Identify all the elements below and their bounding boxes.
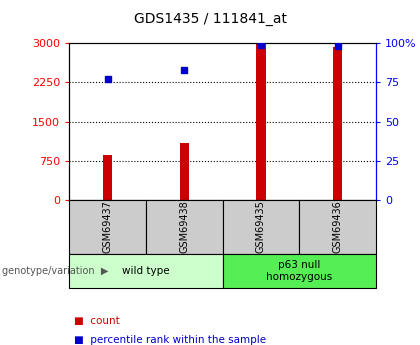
- Text: p63 null
homozygous: p63 null homozygous: [266, 260, 332, 282]
- Text: GSM69438: GSM69438: [179, 200, 189, 253]
- Bar: [333, 47, 342, 200]
- Bar: [180, 142, 189, 200]
- Text: ■  count: ■ count: [74, 316, 119, 326]
- Text: GSM69437: GSM69437: [102, 200, 113, 253]
- Text: ■  percentile rank within the sample: ■ percentile rank within the sample: [74, 335, 265, 345]
- Text: GSM69435: GSM69435: [256, 200, 266, 253]
- Text: GSM69436: GSM69436: [333, 200, 343, 253]
- Text: GDS1435 / 111841_at: GDS1435 / 111841_at: [134, 12, 286, 26]
- Bar: [103, 155, 112, 200]
- Text: wild type: wild type: [122, 266, 170, 276]
- Text: genotype/variation  ▶: genotype/variation ▶: [2, 266, 108, 276]
- Bar: [256, 43, 265, 200]
